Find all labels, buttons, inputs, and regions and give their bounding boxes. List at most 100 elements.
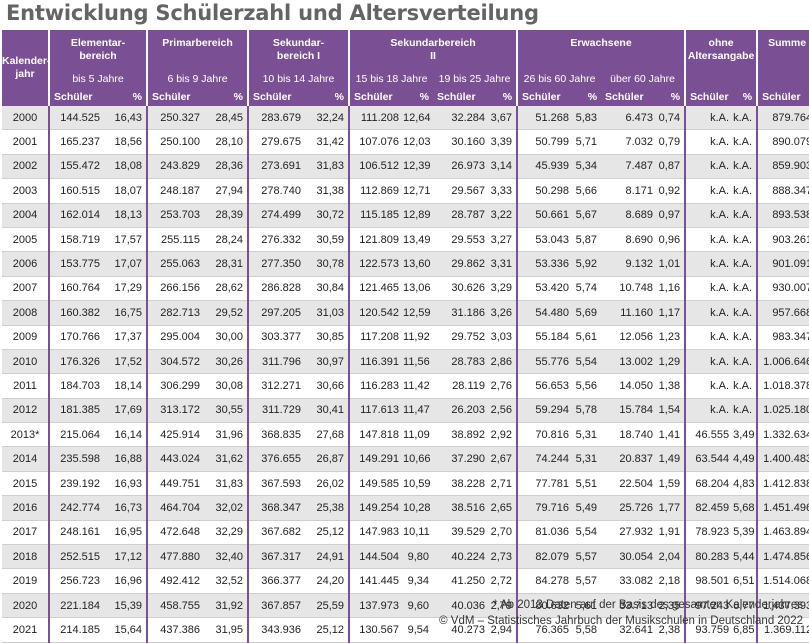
table-cell: 3,31 (489, 251, 518, 277)
table-cell: 11,09 (403, 422, 434, 448)
table-cell: k.A. (733, 373, 758, 399)
table-cell: 70.816 (516, 422, 574, 448)
table-cell: 106.512 (348, 154, 404, 180)
table-cell: 343.936 (247, 617, 305, 643)
table-cell: 107.076 (348, 129, 404, 155)
table-cell: 9,80 (403, 544, 434, 570)
table-cell: 5,68 (733, 495, 758, 521)
table-cell: 3,49 (733, 422, 758, 448)
table-cell: 98.501 (684, 568, 734, 594)
header-age-range: 26 bis 60 Jahre (516, 70, 602, 88)
table-cell: 28,45 (204, 106, 248, 131)
table-cell: 1,54 (657, 398, 686, 424)
table-cell: 30,66 (305, 373, 350, 399)
table-cell: 8.690 (601, 227, 658, 253)
table-cell: 3,14 (489, 154, 518, 180)
table-cell: 5,71 (573, 129, 602, 155)
table-cell: 5,49 (573, 495, 602, 521)
header-count-label: Schüler (48, 88, 104, 106)
table-cell: k.A. (733, 203, 758, 228)
table-cell: 40.224 (433, 544, 490, 570)
table-cell: k.A. (733, 325, 758, 350)
table-cell: 31,38 (305, 178, 350, 204)
table-cell: 117.613 (348, 398, 404, 424)
table-cell: 3,26 (489, 300, 518, 326)
table-cell: 1.451.496 (756, 495, 809, 521)
table-cell: k.A. (684, 398, 734, 424)
table-row: 2019 256.723 16,96 492.412 32,52 366.377 24,20… (2, 568, 809, 594)
table-cell: k.A. (733, 251, 758, 277)
table-cell: 3,39 (489, 129, 518, 155)
table-cell: 255.115 (146, 227, 204, 253)
table-cell: 46.555 (684, 422, 734, 448)
table-cell: 12.056 (601, 325, 658, 350)
table-cell: 9,34 (403, 568, 434, 594)
header-age-range: über 60 Jahre (601, 70, 686, 88)
table-cell: 28,36 (204, 154, 248, 180)
table-cell: 149.585 (348, 471, 404, 497)
table-cell: 1,41 (657, 422, 686, 448)
table-cell: 39.529 (433, 520, 490, 546)
table-cell: 5,66 (573, 178, 602, 204)
table-cell: 5,61 (573, 325, 602, 350)
table-cell: 149.254 (348, 495, 404, 521)
table-cell: 893.538 (756, 203, 809, 228)
table-cell: 458.755 (146, 593, 204, 619)
table-cell: 32,29 (204, 520, 248, 546)
cell-year: 2000 (2, 106, 49, 131)
table-cell: 13,60 (403, 251, 434, 277)
table-cell: 28.783 (433, 349, 490, 375)
table-cell: 242.774 (48, 495, 104, 521)
table-cell: 28,31 (204, 251, 248, 277)
table-cell: 63.544 (684, 446, 734, 472)
table-cell: 0,79 (657, 129, 686, 155)
table-row: 2018 252.515 17,12 477.880 32,40 367.317 24,91… (2, 544, 809, 570)
cell-year: 2009 (2, 325, 49, 350)
table-cell: 437.386 (146, 617, 204, 643)
table-cell: 10.748 (601, 276, 658, 302)
table-cell: 16,14 (104, 422, 147, 448)
table-cell: 248.187 (146, 178, 204, 204)
table-cell: 11,56 (403, 349, 434, 375)
header-count-label: Schüler (601, 88, 658, 106)
table-cell: 31,83 (305, 154, 350, 180)
header-age-range: 10 bis 14 Jahre (246, 70, 350, 88)
table-cell: 11,92 (403, 325, 434, 350)
table-cell: 256.723 (48, 568, 104, 594)
table-cell: 255.063 (146, 251, 204, 277)
table-cell: 28,62 (204, 276, 248, 302)
table-cell: 313.172 (146, 398, 204, 424)
table-cell: 53.420 (516, 276, 574, 302)
table-cell: 3,22 (489, 203, 518, 228)
table-cell: 6.473 (601, 106, 658, 131)
table-cell: 3,27 (489, 227, 518, 253)
table-cell: 59.294 (516, 398, 574, 424)
table-cell: 111.208 (348, 106, 404, 131)
table-cell: 25,59 (305, 593, 350, 619)
table-cell: 30,26 (204, 349, 248, 375)
table-cell: 901.091 (756, 251, 809, 277)
table-cell: 5,54 (573, 520, 602, 546)
table-cell: 80.283 (684, 544, 734, 570)
header-count-label: Schüler (146, 88, 204, 106)
table-cell: 367.857 (247, 593, 305, 619)
table-cell: 295.004 (146, 325, 204, 350)
table-cell: 116.283 (348, 373, 404, 399)
source-note: © VdM – Statistisches Jahrbuch der Musik… (439, 615, 803, 627)
table-cell: 368.347 (247, 495, 305, 521)
table-cell: 117.208 (348, 325, 404, 350)
cell-year: 2014 (2, 446, 49, 472)
table-cell: 215.064 (48, 422, 104, 448)
table-row: 2006 153.775 17,07 255.063 28,31 277.350 30,78… (2, 251, 809, 277)
table-cell: 120.542 (348, 300, 404, 326)
table-cell: 472.648 (146, 520, 204, 546)
table-cell: 3,67 (489, 106, 518, 131)
table-cell: 149.291 (348, 446, 404, 472)
table-cell: 153.775 (48, 251, 104, 277)
table-cell: 25,12 (305, 520, 350, 546)
table-cell: 4,49 (733, 446, 758, 472)
table-cell: 13,06 (403, 276, 434, 302)
table-cell: 22.504 (601, 471, 658, 497)
table-cell: 18,08 (104, 154, 147, 180)
header-count-label: Schüler (756, 88, 809, 106)
